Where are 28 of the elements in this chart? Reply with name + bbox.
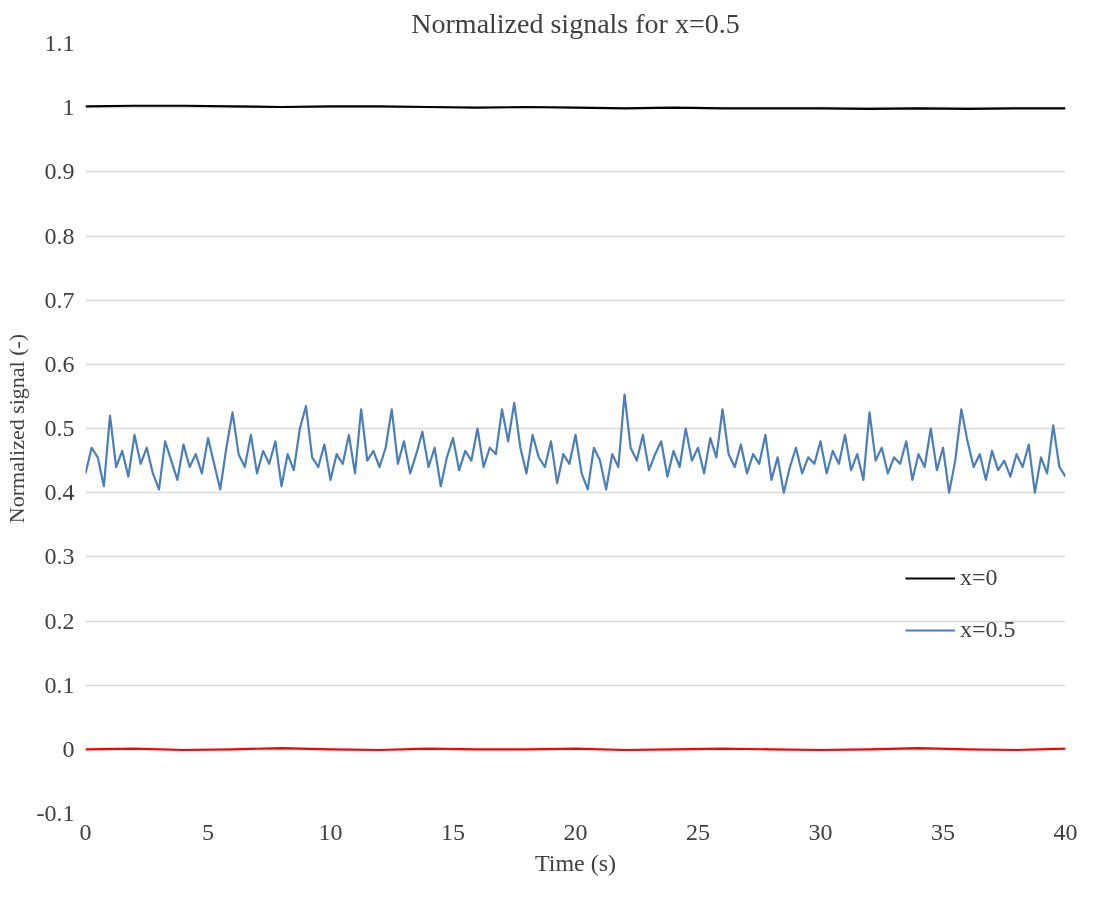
x-tick-label: 0 <box>79 818 92 845</box>
y-tick-label: 0.3 <box>44 543 75 570</box>
x-axis-title: Time (s) <box>534 849 617 876</box>
y-tick-label: 0 <box>62 735 75 762</box>
y-tick-label: 0.6 <box>44 350 75 377</box>
legend-label: x=0.5 <box>960 616 1016 643</box>
x-tick-label: 40 <box>1053 818 1078 845</box>
x-tick-label: 15 <box>441 818 465 845</box>
x-tick-label: 35 <box>931 818 955 845</box>
chart-title: Normalized signals for x=0.5 <box>411 7 740 39</box>
x-tick-label: 30 <box>808 818 833 845</box>
x-tick-label: 20 <box>563 818 588 845</box>
x-tick-label: 10 <box>318 818 343 845</box>
y-tick-label: -0.1 <box>36 800 75 826</box>
line-series <box>85 393 1066 494</box>
y-tick-label: 1 <box>62 94 75 121</box>
y-axis-title: Normalized signal (-) <box>3 333 29 524</box>
y-tick-label: 0.4 <box>44 479 75 506</box>
legend-label: x=0 <box>960 564 998 591</box>
y-tick-label: 0.9 <box>44 158 75 185</box>
y-tick-label: 0.2 <box>44 607 75 634</box>
y-tick-label: 0.1 <box>44 671 75 698</box>
y-tick-label: 0.7 <box>44 286 75 313</box>
x-tick-label: 5 <box>202 818 214 845</box>
y-tick-label: 0.5 <box>44 415 75 441</box>
y-tick-label: 1.1 <box>44 30 75 56</box>
y-tick-label: 0.8 <box>44 222 75 249</box>
x-tick-label: 25 <box>686 818 710 845</box>
